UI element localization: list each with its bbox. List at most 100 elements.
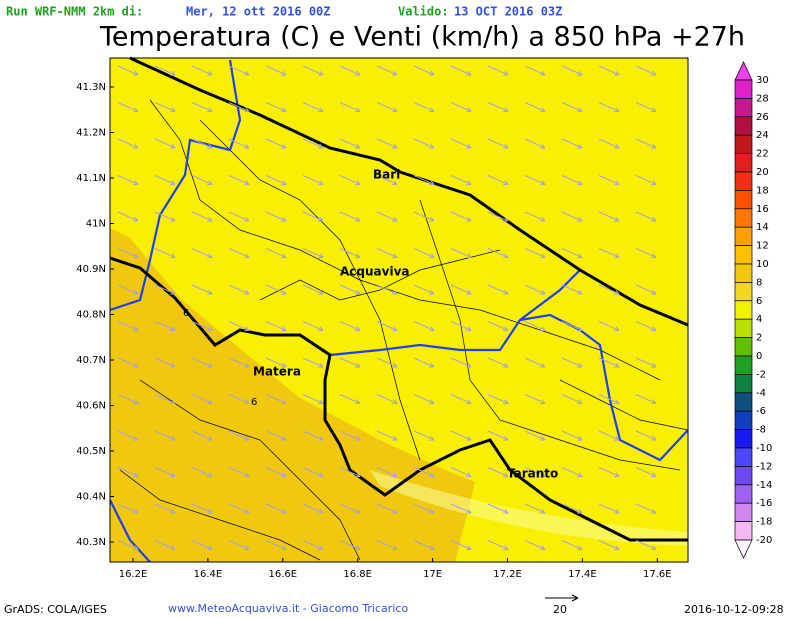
wind-arrow	[450, 503, 472, 514]
wind-arrow	[376, 357, 398, 368]
wind-arrow	[413, 65, 435, 76]
wind-arrow	[561, 248, 583, 259]
wind-arrow	[302, 284, 324, 295]
wind-arrow	[154, 357, 176, 368]
lon-label: 16.8E	[343, 569, 372, 580]
wind-arrow	[376, 248, 398, 259]
wind-arrow	[117, 430, 139, 441]
wind-arrow	[635, 284, 657, 295]
wind-arrow	[561, 102, 583, 113]
wind-arrow	[598, 467, 620, 478]
colorbar-label: 20	[756, 167, 769, 178]
colorbar-box	[734, 410, 753, 430]
lon-label: 17.2E	[493, 569, 522, 580]
wind-arrow	[376, 138, 398, 149]
wind-arrow	[376, 102, 398, 113]
wind-arrow	[561, 284, 583, 295]
wind-arrow	[191, 248, 213, 259]
wind-arrow	[598, 102, 620, 113]
wind-arrow	[376, 211, 398, 222]
wind-arrow	[487, 211, 509, 222]
wind-arrow	[376, 175, 398, 186]
colorbar-box	[734, 190, 753, 210]
wind-arrow	[228, 102, 250, 113]
wind-arrow	[376, 284, 398, 295]
wind-arrow	[154, 540, 176, 551]
wind-arrow	[487, 467, 509, 478]
wind-arrow	[413, 467, 435, 478]
wind-arrow	[265, 321, 287, 332]
wind-arrow	[450, 394, 472, 405]
software-credit: GrADS: COLA/IGES	[4, 603, 107, 616]
wind-arrow	[339, 175, 361, 186]
wind-arrow	[598, 138, 620, 149]
colorbar-box	[734, 226, 753, 246]
wind-arrow	[598, 284, 620, 295]
wind-arrow	[302, 321, 324, 332]
wind-arrow	[191, 102, 213, 113]
wind-arrow	[302, 357, 324, 368]
wind-arrow	[598, 211, 620, 222]
wind-arrow	[339, 394, 361, 405]
wind-arrow	[376, 503, 398, 514]
lat-label: 40.5N	[76, 446, 106, 457]
run-date: Mer, 12 ott 2016 00Z	[186, 5, 331, 19]
wind-arrow	[561, 211, 583, 222]
map: Bari Acquaviva Matera Taranto 6 6	[109, 56, 689, 563]
wind-arrow	[561, 467, 583, 478]
wind-arrow	[487, 138, 509, 149]
wind-arrow	[154, 175, 176, 186]
wind-arrow	[524, 540, 546, 551]
place-label: Taranto	[507, 467, 558, 481]
lon-label: 17.4E	[568, 569, 597, 580]
wind-arrow	[154, 65, 176, 76]
run-label: Run WRF-NMM 2km di:	[6, 5, 143, 19]
wind-arrow	[635, 540, 657, 551]
wind-arrow	[598, 357, 620, 368]
wind-arrow	[228, 321, 250, 332]
wind-arrow	[265, 102, 287, 113]
wind-arrow	[524, 394, 546, 405]
colorbar-label: 24	[756, 130, 769, 141]
contour-label: 6	[183, 308, 189, 319]
colorbar-label: 22	[756, 149, 769, 160]
wind-arrow	[117, 65, 139, 76]
wind-arrow	[487, 503, 509, 514]
wind-arrow	[117, 503, 139, 514]
wind-arrow	[635, 503, 657, 514]
wind-arrow	[413, 321, 435, 332]
municipal-lines	[119, 99, 689, 561]
wind-arrow	[413, 138, 435, 149]
colorbar-label: 10	[756, 259, 769, 270]
lat-label: 40.7N	[76, 355, 106, 366]
wind-arrow	[487, 102, 509, 113]
wind-arrow	[191, 467, 213, 478]
wind-arrow	[413, 357, 435, 368]
colorbar-box	[734, 521, 753, 541]
wind-arrow	[413, 284, 435, 295]
wind-arrow	[561, 175, 583, 186]
colorbar-label: 18	[756, 185, 769, 196]
colorbar-label: 0	[756, 351, 762, 362]
wind-arrow	[191, 540, 213, 551]
wind-arrow	[191, 175, 213, 186]
wind-arrow	[154, 284, 176, 295]
lat-label: 41N	[86, 219, 106, 230]
wind-arrow	[339, 65, 361, 76]
colorbar-box	[734, 429, 753, 449]
wind-arrow	[598, 321, 620, 332]
wind-arrow	[117, 540, 139, 551]
colorbar-label: 30	[756, 75, 769, 86]
wind-arrow	[117, 248, 139, 259]
wind-arrow	[524, 321, 546, 332]
wind-arrow	[450, 248, 472, 259]
wind-arrow	[339, 357, 361, 368]
wind-arrow	[450, 175, 472, 186]
wind-arrow	[265, 540, 287, 551]
place-label: Matera	[253, 365, 301, 379]
coast-and-borders	[109, 56, 689, 542]
wind-arrow	[450, 65, 472, 76]
lat-label: 40.6N	[76, 401, 106, 412]
wind-arrow	[598, 430, 620, 441]
wind-arrow	[561, 540, 583, 551]
